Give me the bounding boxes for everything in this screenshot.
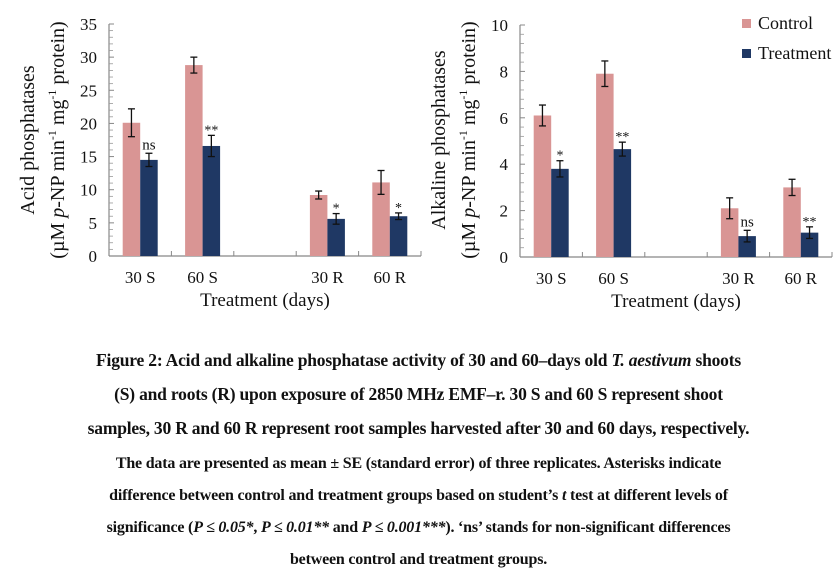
- x-tick-label: 30 S: [125, 268, 156, 287]
- bar-treatment: [327, 218, 345, 256]
- caption-line-3: samples, 30 R and 60 R represent root sa…: [87, 418, 750, 438]
- bar-treatment: [389, 216, 408, 256]
- bar-control: [533, 115, 552, 257]
- legend-swatch-treatment: [742, 49, 751, 58]
- acid-phosphatase-chart: 0 5 10 15 20 25 30 35 ns 30 S ** 60 S * 30 R * 60 R Trea…: [17, 15, 422, 311]
- y-tick-label: 2: [500, 202, 509, 221]
- y-tick-label: 8: [500, 62, 509, 81]
- y-axis-units-part: -1: [45, 130, 59, 140]
- bar-control: [122, 122, 141, 256]
- y-tick-label: 30: [80, 48, 97, 67]
- y-axis-units: (µM p-NP min-1 mg-1 protein): [45, 21, 69, 258]
- bar-control: [783, 187, 801, 257]
- y-axis-units-part: -1: [456, 130, 470, 140]
- significance-label: **: [615, 130, 629, 145]
- caption-line-4: The data are presented as mean ± SE (sta…: [115, 455, 722, 472]
- legend-label-control: Control: [758, 13, 813, 33]
- y-axis-units-part: -NP min: [458, 140, 480, 208]
- caption-italic: t: [561, 487, 567, 504]
- y-axis-units-part: mg: [458, 100, 480, 131]
- legend-label-treatment: Treatment: [758, 43, 831, 63]
- bar-treatment: [738, 236, 756, 257]
- bar-treatment: [202, 145, 221, 256]
- significance-label: ns: [740, 214, 754, 230]
- x-axis-title: Treatment (days): [611, 291, 741, 312]
- y-tick-label: 20: [80, 114, 97, 133]
- legend-swatch-control: [742, 19, 751, 28]
- y-axis-title: Acid phosphatases: [17, 65, 39, 215]
- caption-text: significance (: [106, 519, 194, 536]
- caption-text: ,: [253, 519, 261, 536]
- caption-text: test at different levels of: [566, 487, 728, 504]
- species-name: T. aestivum: [611, 350, 692, 370]
- y-tick-label: 0: [500, 248, 509, 267]
- x-axis-title: Treatment (days): [200, 290, 330, 311]
- y-axis-units-part: p: [458, 208, 480, 220]
- significance-label: *: [333, 202, 340, 217]
- x-tick-label: 60 S: [187, 268, 218, 287]
- y-axis-units-part: -1: [456, 90, 470, 100]
- significance-label: *: [556, 149, 563, 164]
- y-axis-units: (µM p-NP min-1 mg-1 protein): [456, 21, 480, 258]
- bar-control: [372, 182, 390, 256]
- caption-italic: P ≤ 0.001***: [361, 519, 446, 536]
- bar-treatment: [800, 232, 819, 257]
- y-axis-units-part: (µM: [458, 218, 480, 259]
- bar-control: [720, 208, 739, 257]
- significance-label: **: [204, 123, 218, 138]
- y-tick-label: 10: [80, 181, 97, 200]
- significance-label: *: [395, 201, 402, 216]
- y-axis-units-part: (µM: [47, 218, 69, 259]
- caption-text: ). ‘ns’ stands for non-significant diffe…: [445, 519, 731, 536]
- x-tick-label: 60 R: [374, 268, 407, 287]
- x-tick-label: 60 S: [598, 269, 629, 288]
- y-axis-units-part: protein): [458, 21, 480, 89]
- caption-line-5: difference between control and treatment…: [0, 487, 837, 505]
- alkaline-phosphatase-chart: 0 2 4 6 8 10 * 30 S ** 60 S ns 30 R ** 60 R Treatment …: [428, 13, 833, 312]
- caption-line-6: significance (P ≤ 0.05*, P ≤ 0.01** and …: [0, 519, 837, 537]
- x-tick-label: 30 R: [722, 269, 755, 288]
- y-tick-label: 0: [89, 247, 98, 266]
- bar-treatment: [551, 168, 569, 257]
- y-tick-label: 15: [80, 148, 97, 167]
- caption-italic: P ≤ 0.05*: [193, 519, 254, 536]
- y-axis-units-part: protein): [47, 21, 69, 89]
- caption-line-2: (S) and roots (R) upon exposure of 2850 …: [114, 384, 723, 404]
- x-tick-label: 60 R: [785, 269, 818, 288]
- legend: Control Treatment: [742, 13, 831, 63]
- caption-line-7: between control and treatment groups.: [289, 551, 548, 568]
- x-tick-label: 30 R: [311, 268, 344, 287]
- caption-text: and: [328, 519, 362, 536]
- y-tick-label: 25: [80, 81, 97, 100]
- y-tick-label: 10: [491, 16, 508, 35]
- bar-control: [309, 195, 328, 256]
- y-tick-label: 4: [500, 155, 509, 174]
- caption-italic: P ≤ 0.01**: [260, 519, 329, 536]
- caption-text: Figure 2: Acid and alkaline phosphatase …: [96, 350, 612, 370]
- x-tick-label: 30 S: [536, 269, 567, 288]
- caption-text: difference between control and treatment…: [109, 487, 562, 504]
- y-axis-title: Alkaline phosphatases: [428, 50, 450, 230]
- y-tick-label: 35: [80, 15, 97, 34]
- bar-treatment: [140, 159, 158, 256]
- caption-text: shoots: [691, 350, 741, 370]
- y-tick-label: 5: [89, 214, 98, 233]
- y-axis-units-part: mg: [47, 100, 69, 131]
- y-tick-label: 6: [500, 109, 509, 128]
- significance-label: **: [803, 215, 817, 230]
- caption-line-1: Figure 2: Acid and alkaline phosphatase …: [0, 350, 837, 371]
- y-axis-units-part: -1: [45, 90, 59, 100]
- bar-control: [596, 73, 614, 257]
- significance-label: ns: [142, 137, 156, 153]
- bar-control: [185, 65, 203, 257]
- bar-treatment: [613, 149, 632, 257]
- y-axis-units-part: -NP min: [47, 140, 69, 208]
- y-axis-units-part: p: [47, 208, 69, 220]
